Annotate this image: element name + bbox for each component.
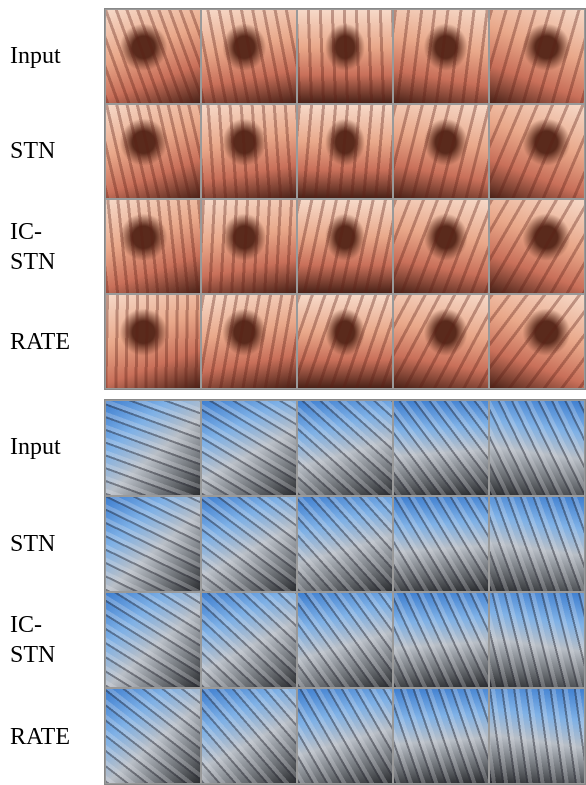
image-tile: [393, 104, 489, 199]
image-tile: [297, 688, 393, 784]
row-label: Input: [10, 432, 76, 462]
image-tile: [489, 104, 585, 199]
image-tile: [105, 496, 201, 592]
image-tile: [105, 9, 201, 104]
image-tile: [105, 294, 201, 389]
image-tile: [393, 9, 489, 104]
image-tile: [393, 592, 489, 688]
image-tile: [201, 9, 297, 104]
row-label: IC-STN: [10, 217, 76, 277]
row-label: STN: [10, 136, 76, 166]
image-grid: [104, 8, 586, 390]
image-tile: [105, 592, 201, 688]
image-tile: [393, 496, 489, 592]
image-tile: [201, 496, 297, 592]
image-tile: [393, 688, 489, 784]
image-grid: [104, 399, 586, 785]
image-tile: [201, 688, 297, 784]
image-tile: [297, 592, 393, 688]
image-tile: [393, 400, 489, 496]
image-tile: [297, 9, 393, 104]
row-label: RATE: [10, 722, 76, 752]
image-tile: [201, 592, 297, 688]
image-tile: [201, 294, 297, 389]
figure: InputSTNIC-STNRATE InputSTNIC-STNRATE ((…: [0, 0, 586, 785]
image-tile: [489, 688, 585, 784]
image-tile: [393, 294, 489, 389]
image-tile: [297, 199, 393, 294]
image-tile: [393, 199, 489, 294]
image-tile: [489, 592, 585, 688]
image-tile: [297, 400, 393, 496]
row-label: STN: [10, 529, 76, 559]
image-tile: [201, 104, 297, 199]
image-tile: [105, 400, 201, 496]
row-label: Input: [10, 41, 76, 71]
panel-street: Input STN IC-STN RATE: [0, 8, 586, 390]
row-label: IC-STN: [10, 610, 76, 670]
image-tile: [105, 104, 201, 199]
image-tile: [489, 199, 585, 294]
image-tile: [489, 400, 585, 496]
image-tile: [201, 400, 297, 496]
image-tile: [489, 9, 585, 104]
image-tile: [201, 199, 297, 294]
image-tile: [105, 688, 201, 784]
image-tile: [105, 199, 201, 294]
image-tile: [489, 294, 585, 389]
panel-city: Input STN IC-STN RATE: [0, 399, 586, 785]
row-label: RATE: [10, 327, 76, 357]
image-tile: [297, 294, 393, 389]
image-tile: [297, 104, 393, 199]
image-tile: [297, 496, 393, 592]
image-tile: [489, 496, 585, 592]
